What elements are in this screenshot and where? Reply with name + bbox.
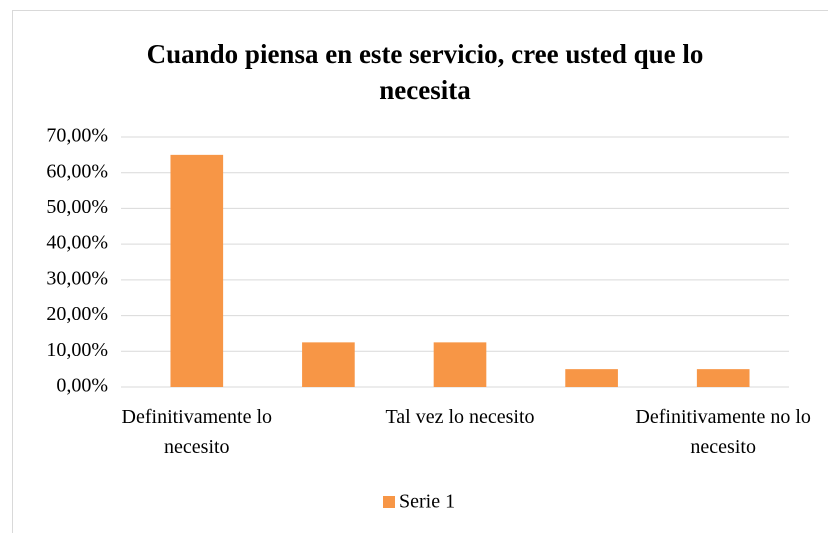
y-tick-label: 60,00% — [46, 160, 108, 182]
x-tick-label: Tal vez lo necesito — [385, 406, 535, 428]
y-tick-label: 20,00% — [46, 303, 108, 325]
chart-border — [12, 10, 828, 533]
y-tick-label: 30,00% — [46, 267, 108, 289]
x-tick-label: Definitivamente lo necesito — [121, 406, 273, 458]
bar — [433, 342, 487, 387]
legend-swatch — [383, 496, 395, 508]
y-tick-label: 40,00% — [46, 232, 108, 254]
y-tick-label: 10,00% — [46, 339, 108, 361]
chart-title: Cuando piensa en este servicio, cree ust… — [146, 39, 704, 105]
x-tick-label: Definitivamente no lo necesito — [635, 406, 811, 458]
bar — [302, 342, 355, 387]
bar — [565, 369, 618, 387]
y-tick-label: 0,00% — [56, 375, 108, 397]
bar — [696, 369, 750, 387]
bar — [170, 154, 224, 387]
y-tick-label: 50,00% — [46, 196, 108, 218]
y-tick-label: 70,00% — [46, 125, 108, 147]
legend-label: Serie 1 — [399, 491, 455, 513]
